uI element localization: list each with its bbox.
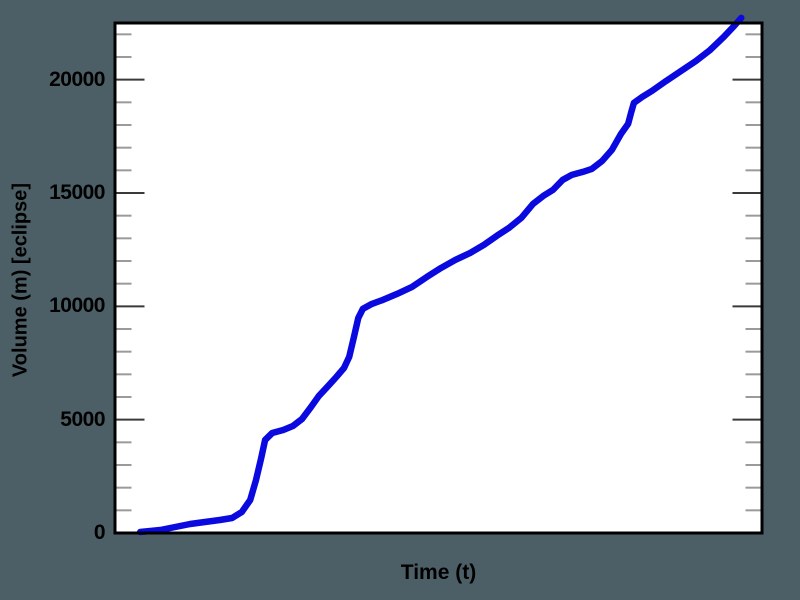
- y-tick-label: 20000: [49, 67, 105, 91]
- data-line-volume: [136, 14, 745, 536]
- y-tick-label: 15000: [49, 181, 105, 204]
- y-tick-label: 10000: [49, 294, 105, 318]
- y-tick-label: 0: [93, 521, 106, 544]
- x-axis-title: Time (t): [400, 561, 477, 584]
- plot-frame: [113, 21, 764, 535]
- y-axis-title: Volume (m) [eclipse]: [9, 182, 32, 378]
- plot-area: [115, 23, 762, 533]
- y-tick-label: 5000: [60, 407, 105, 431]
